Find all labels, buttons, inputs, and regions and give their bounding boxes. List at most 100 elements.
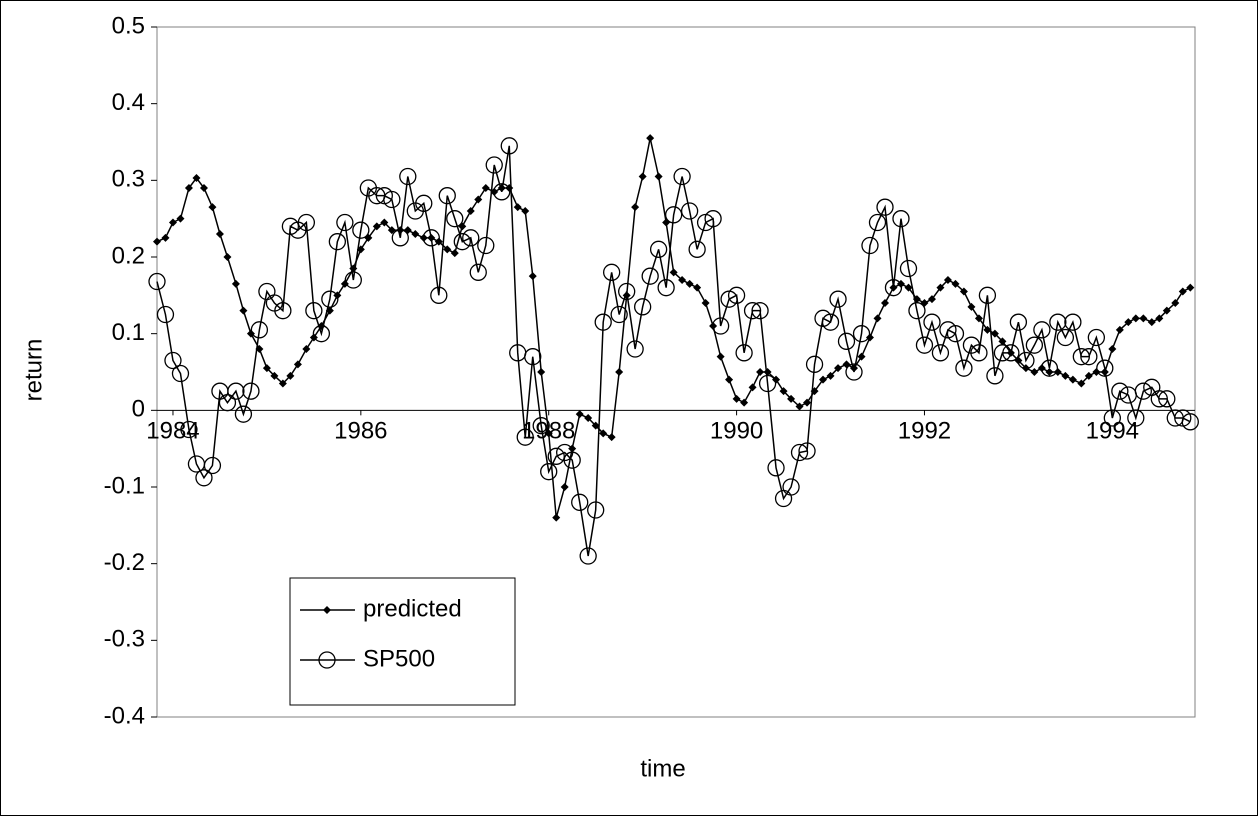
- point-diamond: [1077, 379, 1086, 388]
- point-circle: [923, 313, 941, 331]
- point-diamond: [1124, 318, 1133, 327]
- point-circle: [727, 286, 746, 304]
- y-tick-label: 0: [132, 396, 145, 423]
- point-circle: [195, 469, 213, 487]
- point-circle: [634, 298, 652, 316]
- point-circle: [1017, 351, 1035, 370]
- point-circle: [688, 240, 706, 258]
- point-diamond: [215, 230, 224, 238]
- point-circle: [915, 336, 934, 354]
- point-circle: [500, 137, 518, 155]
- point-diamond: [1155, 314, 1164, 323]
- point-circle: [861, 236, 879, 255]
- point-circle: [1103, 409, 1121, 427]
- point-diamond: [881, 299, 890, 307]
- point-circle: [751, 302, 769, 320]
- series-line: [156, 145, 1191, 557]
- y-tick-label: 0.2: [112, 242, 145, 269]
- point-circle: [563, 451, 581, 469]
- point-circle: [837, 332, 856, 350]
- point-circle: [453, 233, 471, 251]
- point-diamond: [959, 287, 968, 296]
- point-circle: [704, 210, 722, 228]
- point-circle: [805, 355, 824, 373]
- point-circle: [1080, 348, 1098, 366]
- point-diamond: [615, 368, 624, 376]
- point-circle: [524, 348, 542, 366]
- point-diamond: [646, 134, 655, 143]
- point-diamond: [756, 368, 765, 376]
- y-tick-label: 0.5: [112, 12, 145, 39]
- point-diamond: [481, 184, 490, 192]
- point-diamond: [521, 207, 530, 215]
- point-diamond: [1131, 314, 1140, 323]
- point-diamond: [1108, 345, 1117, 353]
- point-diamond: [1030, 368, 1039, 376]
- point-diamond: [803, 398, 812, 407]
- point-diamond: [607, 433, 616, 442]
- point-circle: [594, 313, 612, 331]
- point-diamond: [599, 429, 608, 438]
- point-diamond: [513, 203, 522, 212]
- point-diamond: [716, 352, 725, 361]
- point-circle: [868, 213, 887, 232]
- point-circle: [970, 344, 988, 362]
- point-diamond: [873, 314, 882, 323]
- point-circle: [274, 302, 292, 320]
- y-tick-label: -0.3: [104, 626, 145, 653]
- point-diamond: [537, 368, 546, 376]
- point-circle: [711, 317, 730, 335]
- point-circle: [790, 443, 809, 462]
- legend-label: predicted: [363, 595, 462, 622]
- point-circle: [946, 325, 965, 343]
- point-circle: [626, 340, 644, 358]
- point-circle: [978, 286, 997, 304]
- point-circle: [1150, 390, 1168, 408]
- point-diamond: [1147, 318, 1156, 327]
- point-circle: [430, 286, 448, 304]
- point-circle: [422, 229, 440, 247]
- legend-label: SP500: [363, 645, 435, 672]
- point-diamond: [246, 329, 255, 338]
- point-diamond: [176, 214, 185, 223]
- point-circle: [446, 210, 464, 228]
- point-diamond: [372, 222, 381, 231]
- point-diamond: [161, 233, 170, 242]
- point-circle: [415, 194, 433, 212]
- point-circle: [1096, 359, 1114, 377]
- point-circle: [516, 428, 534, 446]
- point-circle: [1033, 321, 1051, 339]
- point-circle: [986, 367, 1004, 385]
- point-diamond: [983, 325, 992, 334]
- point-circle: [1087, 328, 1106, 347]
- point-diamond: [834, 364, 843, 373]
- point-circle: [821, 313, 840, 331]
- point-circle: [899, 259, 918, 278]
- y-axis-label: return: [20, 339, 47, 402]
- point-diamond: [631, 203, 640, 212]
- plot-area: [156, 26, 1196, 718]
- point-diamond: [1053, 368, 1062, 376]
- point-diamond: [779, 387, 788, 396]
- y-tick-label: -0.2: [104, 549, 145, 576]
- point-circle: [618, 282, 636, 301]
- point-diamond: [528, 272, 537, 281]
- point-diamond: [725, 375, 734, 384]
- point-diamond: [192, 174, 201, 183]
- point-circle: [234, 405, 253, 423]
- point-circle: [735, 344, 753, 362]
- point-circle: [218, 394, 237, 412]
- point-circle: [547, 447, 565, 465]
- y-tick-label: 0.3: [112, 166, 145, 193]
- point-diamond: [1162, 306, 1171, 315]
- point-diamond: [998, 337, 1007, 346]
- point-circle: [845, 363, 863, 381]
- point-diamond: [936, 283, 945, 292]
- point-diamond: [701, 299, 710, 307]
- point-circle: [1040, 359, 1059, 377]
- point-circle: [321, 290, 339, 308]
- point-circle: [540, 463, 558, 481]
- point-circle: [876, 198, 894, 216]
- point-diamond: [943, 276, 952, 284]
